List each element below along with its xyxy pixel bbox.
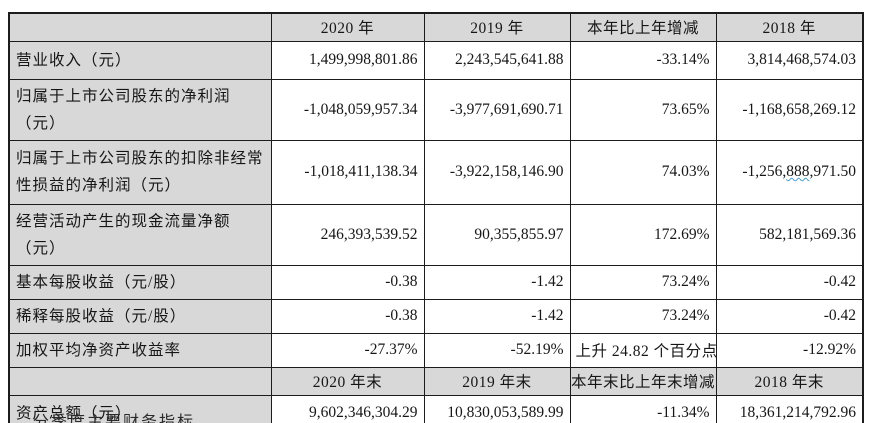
value-2020: -27.37% bbox=[270, 332, 425, 368]
value-change: 74.03% bbox=[569, 139, 717, 205]
value-2018: -0.42 bbox=[715, 298, 864, 334]
row-label: 稀释每股收益（元/股） bbox=[8, 298, 272, 334]
value-2019: 90,355,855.97 bbox=[423, 203, 571, 266]
value-change: 73.24% bbox=[569, 264, 717, 300]
clipped-paragraph: 分季度主要财务指标 bbox=[33, 414, 196, 423]
value-change: 172.69% bbox=[569, 203, 717, 266]
value-2019: 2,243,545,641.88 bbox=[423, 40, 571, 80]
header-eoy-change: 本年末比上年末增减 bbox=[569, 366, 717, 396]
header-empty-cell bbox=[8, 12, 272, 42]
value-2019: -52.19% bbox=[423, 332, 571, 368]
row-label: 资产总额（元） bbox=[8, 394, 272, 423]
value-2019: -1.42 bbox=[423, 298, 571, 334]
value-2019: 10,830,053,589.99 bbox=[423, 394, 571, 423]
value-2020: 9,602,346,304.29 bbox=[270, 394, 425, 423]
table-row: 稀释每股收益（元/股） -0.38 -1.42 73.24% -0.42 bbox=[8, 298, 864, 334]
value-change: -33.14% bbox=[569, 40, 717, 80]
header-2019: 2019 年 bbox=[423, 12, 571, 42]
header-2020: 2020 年 bbox=[270, 12, 425, 42]
value-change: 上升 24.82 个百分点 bbox=[569, 332, 717, 368]
header-2019-eoy: 2019 年末 bbox=[423, 366, 571, 396]
value-2018: 18,361,214,792.96 bbox=[715, 394, 864, 423]
row-label: 基本每股收益（元/股） bbox=[8, 264, 272, 300]
header-empty-cell bbox=[8, 366, 272, 396]
value-change: 73.24% bbox=[569, 298, 717, 334]
table-row: 营业收入（元） 1,499,998,801.86 2,243,545,641.8… bbox=[8, 40, 864, 80]
table-row: 经营活动产生的现金流量净额（元） 246,393,539.52 90,355,8… bbox=[8, 203, 864, 266]
row-label: 经营活动产生的现金流量净额（元） bbox=[8, 203, 272, 266]
value-2019: -1.42 bbox=[423, 264, 571, 300]
row-label: 营业收入（元） bbox=[8, 40, 272, 80]
value-2020: -0.38 bbox=[270, 264, 425, 300]
value-2018: -1,256,888,971.50 bbox=[715, 139, 864, 205]
table-row: 归属于上市公司股东的净利润（元） -1,048,059,957.34 -3,97… bbox=[8, 78, 864, 141]
header-2018: 2018 年 bbox=[715, 12, 864, 42]
number-suffix: ,971.50 bbox=[809, 163, 857, 180]
table-row: 加权平均净资产收益率 -27.37% -52.19% 上升 24.82 个百分点… bbox=[8, 332, 864, 368]
value-change: -11.34% bbox=[569, 394, 717, 423]
key-financial-data-table: 2020 年 2019 年 本年比上年增减 2018 年 营业收入（元） 1,4… bbox=[8, 12, 864, 423]
value-2020: -1,018,411,138.34 bbox=[270, 139, 425, 205]
value-2020: -0.38 bbox=[270, 298, 425, 334]
row-label: 加权平均净资产收益率 bbox=[8, 332, 272, 368]
header-yoy-change: 本年比上年增减 bbox=[569, 12, 717, 42]
header-2018-eoy: 2018 年末 bbox=[715, 366, 864, 396]
table-row: 基本每股收益（元/股） -0.38 -1.42 73.24% -0.42 bbox=[8, 264, 864, 300]
row-label: 归属于上市公司股东的扣除非经常性损益的净利润（元） bbox=[8, 139, 272, 205]
spellcheck-underline-segment: 888 bbox=[786, 163, 810, 180]
row-label: 归属于上市公司股东的净利润（元） bbox=[8, 78, 272, 141]
table-header-end-of-year: 2020 年末 2019 年末 本年末比上年末增减 2018 年末 bbox=[8, 366, 864, 396]
value-change: 73.65% bbox=[569, 78, 717, 141]
value-2018: -12.92% bbox=[715, 332, 864, 368]
value-2020: 246,393,539.52 bbox=[270, 203, 425, 266]
value-2018: 582,181,569.36 bbox=[715, 203, 864, 266]
value-2020: 1,499,998,801.86 bbox=[270, 40, 425, 80]
table-row: 归属于上市公司股东的扣除非经常性损益的净利润（元） -1,018,411,138… bbox=[8, 139, 864, 205]
number-prefix: -1,256, bbox=[742, 163, 787, 180]
value-2018: 3,814,468,574.03 bbox=[715, 40, 864, 80]
value-2019: -3,977,691,690.71 bbox=[423, 78, 571, 141]
table-header-annual: 2020 年 2019 年 本年比上年增减 2018 年 bbox=[8, 12, 864, 42]
value-2018: -0.42 bbox=[715, 264, 864, 300]
value-2019: -3,922,158,146.90 bbox=[423, 139, 571, 205]
value-2020: -1,048,059,957.34 bbox=[270, 78, 425, 141]
header-2020-eoy: 2020 年末 bbox=[270, 366, 425, 396]
table-row: 资产总额（元） 9,602,346,304.29 10,830,053,589.… bbox=[8, 394, 864, 423]
value-2018: -1,168,658,269.12 bbox=[715, 78, 864, 141]
